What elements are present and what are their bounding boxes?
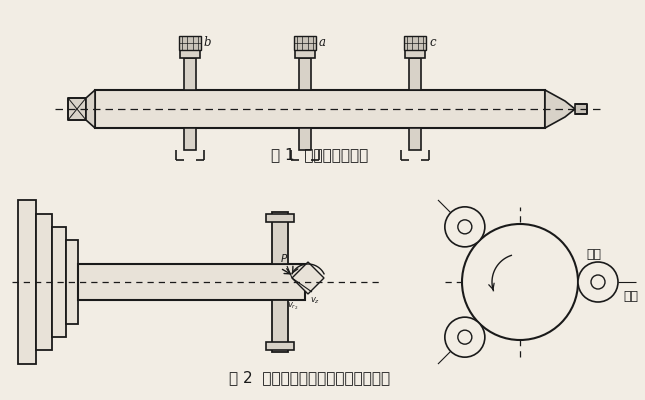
Circle shape: [445, 317, 485, 357]
Bar: [266, 214, 294, 222]
Bar: [575, 104, 587, 114]
Bar: [179, 36, 201, 50]
Polygon shape: [292, 262, 324, 294]
Bar: [295, 50, 315, 58]
Polygon shape: [545, 90, 575, 128]
Circle shape: [458, 330, 472, 344]
Bar: [266, 342, 294, 350]
Text: 图 1  中心架布置方法: 图 1 中心架布置方法: [272, 147, 369, 162]
Bar: [184, 128, 196, 150]
Polygon shape: [86, 90, 95, 128]
Bar: [409, 58, 421, 90]
Bar: [272, 300, 288, 352]
Bar: [52, 227, 66, 337]
Text: $v_{r_2}$: $v_{r_2}$: [287, 300, 299, 312]
Bar: [299, 58, 311, 90]
Bar: [78, 264, 305, 300]
Bar: [66, 240, 78, 324]
Text: c: c: [429, 36, 435, 50]
Text: $v_z$: $v_z$: [310, 296, 320, 306]
Text: P: P: [281, 254, 287, 264]
Bar: [404, 36, 426, 50]
Text: 工件: 工件: [586, 248, 601, 260]
Circle shape: [445, 207, 485, 247]
Bar: [405, 50, 425, 58]
Bar: [68, 98, 86, 120]
Circle shape: [458, 220, 472, 234]
Circle shape: [591, 275, 605, 289]
Bar: [95, 90, 545, 128]
Bar: [184, 58, 196, 90]
Text: a: a: [319, 36, 326, 50]
Bar: [180, 50, 200, 58]
Text: b: b: [204, 36, 212, 50]
Circle shape: [578, 262, 618, 302]
Bar: [294, 36, 316, 50]
Bar: [272, 212, 288, 264]
Bar: [36, 214, 52, 350]
Text: 图 2  滚轮与工件轴不平行时受力分析: 图 2 滚轮与工件轴不平行时受力分析: [230, 370, 391, 385]
Bar: [299, 128, 311, 150]
Bar: [409, 128, 421, 150]
Text: 滚轮: 滚轮: [623, 290, 638, 302]
Bar: [18, 200, 36, 364]
Circle shape: [462, 224, 578, 340]
